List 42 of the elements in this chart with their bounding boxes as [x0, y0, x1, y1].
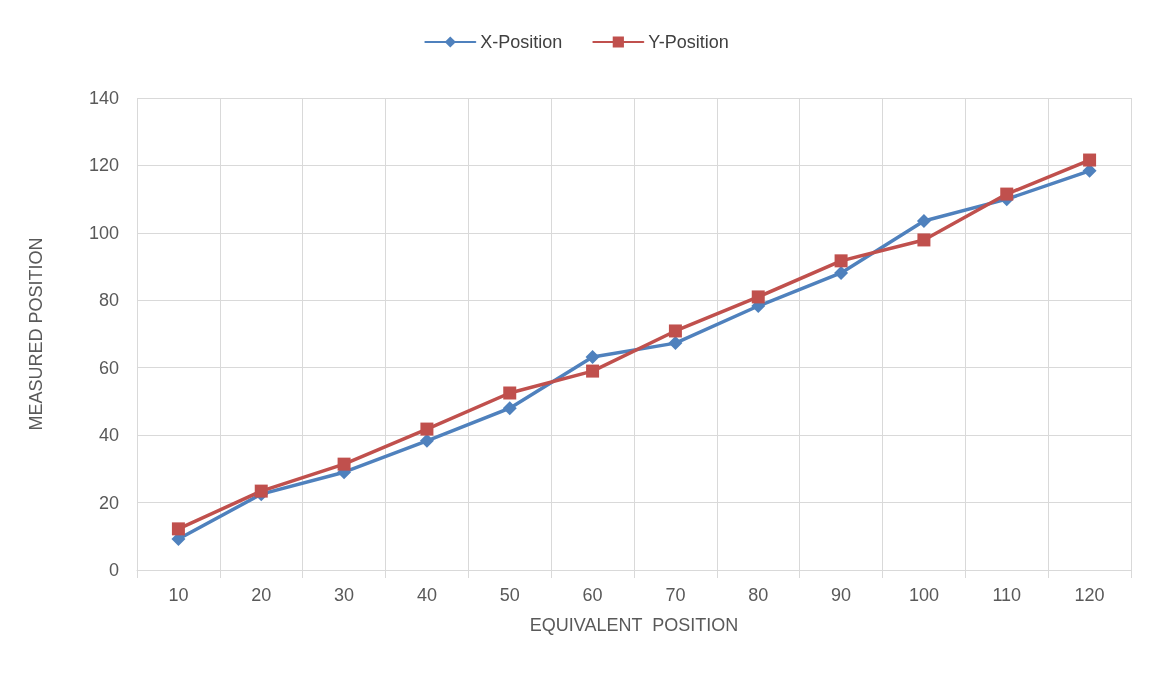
legend-label: Y-Position — [648, 32, 729, 52]
x-tick-label: 70 — [665, 585, 686, 605]
x-tick-label: 110 — [992, 585, 1022, 605]
point — [502, 401, 517, 416]
point — [337, 457, 351, 471]
point — [585, 349, 600, 364]
x-tick-label: 40 — [416, 585, 437, 605]
x-tick-label: 100 — [908, 585, 939, 605]
point — [420, 422, 434, 436]
x-tick-label: 80 — [748, 585, 769, 605]
y-tick-label: 100 — [88, 222, 119, 243]
point — [171, 522, 185, 536]
point — [668, 336, 683, 351]
point — [419, 433, 434, 448]
point — [917, 233, 931, 247]
point — [834, 254, 848, 268]
point — [1000, 187, 1014, 201]
x-tick-label: 90 — [831, 585, 852, 605]
point — [751, 290, 765, 304]
y-tick-label: 80 — [98, 290, 119, 311]
y-axis-title: MEASURED POSITION — [26, 237, 46, 431]
point — [668, 324, 682, 338]
x-tick-label: 30 — [334, 585, 355, 605]
point — [834, 265, 849, 280]
legend-label: X-Position — [480, 32, 563, 52]
y-tick-label: 0 — [108, 560, 119, 580]
x-tick-label: 50 — [499, 585, 520, 605]
x-tick-label: 20 — [251, 585, 272, 605]
point — [916, 214, 931, 229]
y-tick-label: 140 — [88, 88, 119, 108]
point — [503, 386, 517, 400]
x-tick-label: 120 — [1074, 585, 1105, 605]
x-tick-label: 60 — [582, 585, 603, 605]
point — [586, 364, 600, 378]
point — [254, 484, 268, 498]
point — [1083, 153, 1097, 167]
y-tick-label: 40 — [98, 425, 119, 446]
y-tick-label: 60 — [98, 357, 119, 378]
x-axis-title: EQUIVALENT POSITION — [529, 615, 739, 635]
y-tick-label: 120 — [88, 155, 119, 176]
x-tick-label: 10 — [168, 585, 189, 605]
y-tick-label: 20 — [98, 492, 119, 513]
